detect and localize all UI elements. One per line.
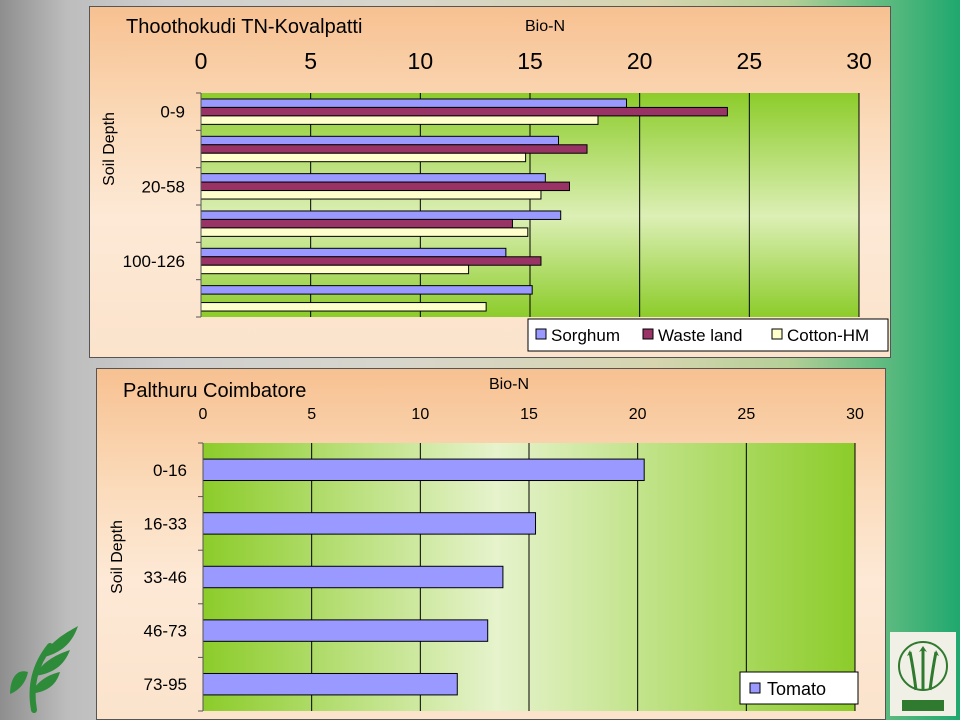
legend-swatch-cotton-hm <box>771 328 783 340</box>
chart-coimbatore: 0 5 10 15 20 25 30 0-16 16-33 33-46 46-73 73-95 Pal… <box>109 376 864 712</box>
y-axis-label: Soil Depth <box>109 520 126 594</box>
bar-cotton-hm-4 <box>200 227 529 237</box>
bar-tomato-1 <box>202 458 645 482</box>
gridlines <box>311 443 856 711</box>
chart-panel-coimbatore: 0 5 10 15 20 25 30 0-16 16-33 33-46 46-73 73-95 Pal… <box>96 368 886 720</box>
bar-tomato-2 <box>202 512 537 535</box>
legend-box <box>527 318 889 352</box>
bar-cotton-hm-2 <box>200 152 527 163</box>
y-tick-label: 0-9 <box>160 103 185 122</box>
bar-cotton-hm-1 <box>200 115 599 125</box>
bar-sorghum-4 <box>200 210 562 220</box>
bar-sorghum-3 <box>200 173 546 183</box>
y-tick-label: 16-33 <box>144 514 187 533</box>
y-tick-label: 20-58 <box>142 177 185 196</box>
legend-swatch-waste-land <box>642 328 654 340</box>
x-tick-label: 20 <box>629 406 647 423</box>
y-tick-label: 73-95 <box>144 675 187 694</box>
bar-tomato-4 <box>202 619 489 642</box>
bar-series-group <box>202 458 645 696</box>
axis-group: 0 5 10 15 20 25 30 0-16 16-33 33-46 46-73 73-95 <box>144 406 864 712</box>
x-tick-label: 5 <box>307 406 316 423</box>
bar-sorghum-5 <box>200 247 507 258</box>
bar-tomato-3 <box>202 565 504 589</box>
bar-cotton-hm-6 <box>200 302 487 312</box>
x-axis-label: Bio-N <box>489 376 529 393</box>
bar-waste-land-2 <box>200 144 588 154</box>
x-tick-label: 20 <box>627 48 653 74</box>
x-tick-label: 10 <box>411 406 429 423</box>
x-tick-label: 30 <box>846 48 872 74</box>
x-tick-label: 5 <box>304 48 317 74</box>
bar-waste-land-4 <box>200 218 513 229</box>
y-tick-label: 100-126 <box>123 252 185 271</box>
legend-label-sorghum: Sorghum <box>551 326 620 345</box>
axis-group: 0 5 10 15 20 25 30 0-9 20-58 100-126 <box>123 48 872 318</box>
legend-label-cotton-hm: Cotton-HM <box>787 326 869 345</box>
legend-label-waste-land: Waste land <box>658 326 742 345</box>
bar-sorghum-2 <box>200 135 560 146</box>
bar-waste-land-3 <box>200 181 570 192</box>
bar-cotton-hm-5 <box>200 264 470 275</box>
bar-waste-land-5 <box>200 256 542 266</box>
x-tick-label: 30 <box>846 406 864 423</box>
bar-sorghum-1 <box>200 98 628 108</box>
chart-title: Thoothokudi TN-Kovalpatti <box>126 16 362 38</box>
chart-panel-kovalpatti: 0 5 10 15 20 25 30 0-9 20-58 100-126 Thoothokudi … <box>89 6 891 358</box>
x-tick-label: 0 <box>199 406 208 423</box>
wheat-logo-icon <box>10 626 78 713</box>
x-tick-label: 25 <box>737 48 763 74</box>
legend-swatch-tomato <box>749 682 761 694</box>
icar-logo-icon <box>890 632 956 716</box>
x-tick-label: 25 <box>737 406 755 423</box>
y-axis-label: Soil Depth <box>101 112 118 186</box>
legend-swatch-sorghum <box>535 328 547 340</box>
legend-label-tomato: Tomato <box>767 679 826 699</box>
y-tick-label: 46-73 <box>144 622 187 641</box>
x-tick-label: 10 <box>408 48 434 74</box>
bar-sorghum-6 <box>200 285 533 295</box>
x-axis-label: Bio-N <box>525 18 565 35</box>
x-tick-label: 0 <box>195 48 208 74</box>
chart-kovalpatti: 0 5 10 15 20 25 30 0-9 20-58 100-126 Thoothokudi … <box>101 16 889 352</box>
legend: Tomato <box>739 671 859 705</box>
x-tick-label: 15 <box>520 406 538 423</box>
legend: Sorghum Waste land Cotton-HM <box>527 318 889 352</box>
x-tick-label: 15 <box>517 48 543 74</box>
y-tick-label: 0-16 <box>153 461 187 480</box>
chart-title: Palthuru Coimbatore <box>123 380 306 402</box>
bar-waste-land-1 <box>200 106 728 117</box>
gridlines <box>310 93 860 317</box>
bar-tomato-5 <box>202 672 458 696</box>
y-tick-label: 33-46 <box>144 568 187 587</box>
bar-cotton-hm-3 <box>200 190 542 200</box>
